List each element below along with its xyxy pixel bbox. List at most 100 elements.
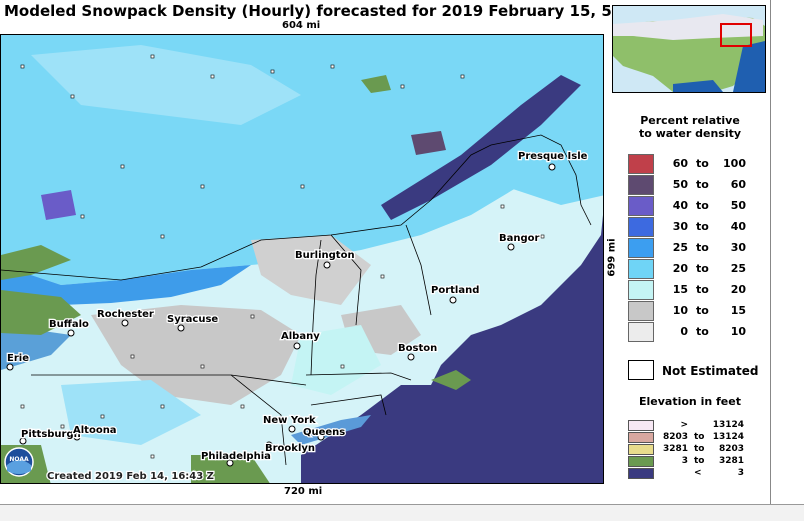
land-green-patch-1 — [361, 75, 391, 93]
lake-ontario — [1, 265, 251, 305]
legend-high-value: 15 — [730, 304, 746, 317]
city-label-pittsburgh: Pittsburgh — [21, 429, 81, 440]
legend-low-value: 60 — [672, 157, 688, 170]
inset-gulf — [673, 80, 723, 92]
elevation-low-value: 8203 — [662, 432, 688, 442]
elevation-to-word: to — [694, 432, 705, 442]
elevation-high-value: 13124 — [712, 432, 744, 442]
city-label-philadelphia: Philadelphia — [201, 451, 271, 462]
created-timestamp: Created 2019 Feb 14, 16:43 Z — [47, 471, 214, 482]
elevation-low-value: > — [680, 420, 688, 430]
border-pa-nj — [230, 374, 287, 466]
city-label-erie: Erie — [7, 353, 29, 364]
inset-snow — [613, 14, 763, 40]
overview-inset-map[interactable] — [612, 5, 766, 93]
legend-high-value: 20 — [730, 283, 746, 296]
density-purple-patch-2 — [411, 131, 446, 155]
snowpack-density-map[interactable]: Presque Isle Bangor Burlington Portland … — [0, 34, 604, 484]
city-label-queens: Queens — [303, 427, 345, 438]
density-light-zone-2 — [61, 380, 201, 445]
st-lawrence-river — [381, 75, 581, 220]
elevation-swatch — [628, 420, 654, 431]
legend-row: 30 to 40 — [628, 217, 778, 238]
legend-low-value: 20 — [672, 262, 688, 275]
legend-row: 15 to 20 — [628, 280, 778, 301]
elevation-high-value: 3 — [737, 468, 744, 478]
legend-low-value: 15 — [672, 283, 688, 296]
legend-high-value: 60 — [730, 178, 746, 191]
city-label-burlington: Burlington — [295, 250, 355, 261]
map-title: Modeled Snowpack Density (Hourly) foreca… — [4, 2, 678, 20]
legend-swatch — [628, 259, 654, 279]
bottom-width-label: 720 mi — [284, 486, 323, 497]
legend-to-word: to — [696, 283, 709, 296]
legend-row: 20 to 25 — [628, 259, 778, 280]
long-island — [291, 415, 371, 445]
border-nh-me — [405, 224, 432, 316]
legend-swatch — [628, 301, 654, 321]
snow-lighter-region-north — [31, 45, 301, 125]
legend-low-value: 40 — [672, 199, 688, 212]
elevation-high-value: 8203 — [718, 444, 744, 454]
height-label: 699 mi — [606, 238, 618, 277]
atlantic-ocean — [301, 215, 603, 483]
legend-row: 25 to 30 — [628, 238, 778, 259]
elevation-low-value: 3281 — [662, 444, 688, 454]
city-label-altoona: Altoona — [73, 425, 117, 436]
land-green-lake-shore — [1, 290, 81, 335]
legend-to-word: to — [696, 304, 709, 317]
city-label-brooklyn: Brooklyn — [265, 443, 315, 454]
borders — [1, 134, 592, 466]
legend-row: 10 to 15 — [628, 301, 778, 322]
legend-title: Percent relative to water density — [638, 114, 742, 140]
noaa-logo: NOAA — [4, 447, 34, 477]
legend-swatch — [628, 196, 654, 216]
elevation-swatch — [628, 444, 654, 455]
top-width-label: 604 mi — [282, 20, 321, 31]
legend-low-value: 0 — [680, 325, 688, 338]
legend-high-value: 50 — [730, 199, 746, 212]
legend-row: 40 to 50 — [628, 196, 778, 217]
legend-low-value: 50 — [672, 178, 688, 191]
legend-swatch — [628, 217, 654, 237]
city-label-new-york: New York — [263, 415, 316, 426]
border-ny-vt — [310, 239, 322, 376]
city-label-rochester: Rochester — [97, 309, 154, 320]
legend-swatch — [628, 238, 654, 258]
elevation-high-value: 3281 — [718, 456, 744, 466]
elevation-row: <3 — [628, 468, 778, 479]
city-markers — [6, 163, 556, 467]
legend-row: 60 to 100 — [628, 154, 778, 175]
border-ct-ri — [310, 394, 387, 416]
legend-to-word: to — [696, 178, 709, 191]
legend-row: 50 to 60 — [628, 175, 778, 196]
elevation-low-value: 3 — [681, 456, 688, 466]
city-labels: Presque Isle Bangor Burlington Portland … — [6, 150, 589, 464]
density-light-zone-1 — [291, 325, 381, 395]
legend-swatch — [628, 280, 654, 300]
inset-focus-box — [720, 23, 752, 47]
legend-to-word: to — [696, 199, 709, 212]
elevation-high-value: 13124 — [712, 420, 744, 430]
city-label-albany: Albany — [281, 331, 320, 342]
panel-divider — [770, 0, 771, 504]
city-label-portland: Portland — [431, 285, 479, 296]
city-label-presque-isle: Presque Isle — [518, 151, 588, 162]
station-dots — [20, 54, 545, 459]
legend-high-value: 30 — [730, 241, 746, 254]
city-label-bangor: Bangor — [499, 233, 540, 244]
elevation-row: >13124 — [628, 420, 778, 431]
not-estimated-label: Not Estimated — [662, 364, 759, 378]
legend-to-word: to — [696, 220, 709, 233]
legend-to-word: to — [696, 325, 709, 338]
city-label-syracuse: Syracuse — [167, 314, 218, 325]
city-label-boston: Boston — [398, 343, 437, 354]
elevation-swatch — [628, 468, 654, 479]
lake-erie — [1, 325, 71, 370]
density-grey-zone-vt — [251, 235, 371, 305]
border-ma — [305, 372, 412, 381]
density-purple-patch-1 — [41, 190, 76, 220]
legend-swatch — [628, 322, 654, 342]
elevation-swatch — [628, 456, 654, 467]
legend-low-value: 25 — [672, 241, 688, 254]
